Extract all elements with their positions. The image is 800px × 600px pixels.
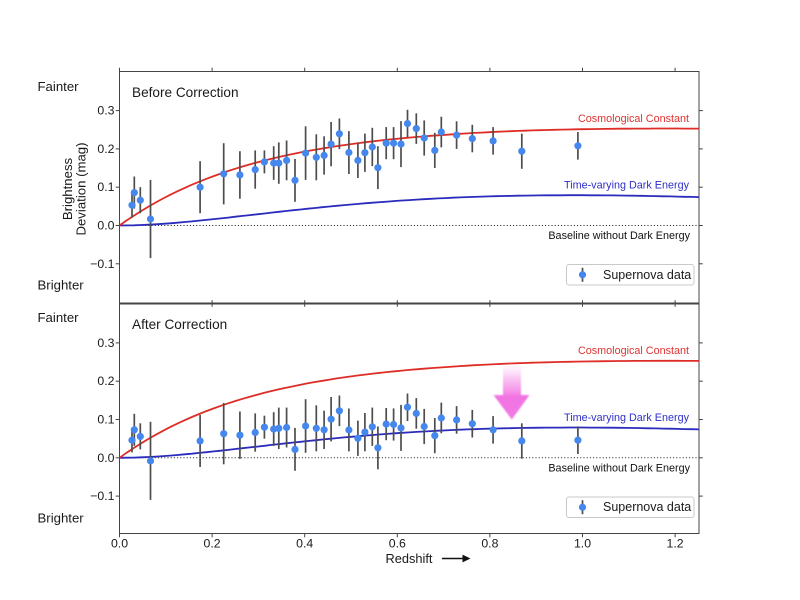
svg-text:Cosmological Constant: Cosmological Constant [578,345,689,357]
svg-text:Brightness: Brightness [60,157,75,220]
svg-text:Time-varying Dark Energy: Time-varying Dark Energy [564,180,690,192]
svg-text:Baseline without Dark Energy: Baseline without Dark Energy [548,462,690,474]
svg-text:0.0: 0.0 [97,219,114,233]
svg-text:Cosmological Constant: Cosmological Constant [578,113,689,125]
svg-text:Supernova data: Supernova data [603,500,691,514]
svg-text:Fainter: Fainter [38,310,80,325]
svg-text:0.6: 0.6 [389,537,406,551]
svg-text:0.4: 0.4 [296,537,313,551]
svg-text:0.2: 0.2 [97,374,114,388]
svg-text:1.0: 1.0 [574,537,591,551]
svg-text:0.3: 0.3 [97,104,114,118]
svg-text:−0.1: −0.1 [90,489,114,503]
svg-text:Fainter: Fainter [38,79,80,94]
svg-text:After Correction: After Correction [132,317,227,332]
svg-text:Brighter: Brighter [38,511,85,526]
svg-text:0.1: 0.1 [97,180,114,194]
svg-text:Before Correction: Before Correction [132,85,239,100]
svg-text:Deviation (mag): Deviation (mag) [74,142,89,235]
svg-text:−0.1: −0.1 [90,257,114,271]
svg-text:0.8: 0.8 [481,537,498,551]
svg-text:Redshift: Redshift [386,551,433,566]
svg-text:Brighter: Brighter [38,278,85,293]
svg-text:0.1: 0.1 [97,413,114,427]
svg-text:0.0: 0.0 [111,537,128,551]
svg-text:0.0: 0.0 [97,451,114,465]
svg-text:0.3: 0.3 [97,336,114,350]
svg-text:0.2: 0.2 [97,142,114,156]
svg-text:1.2: 1.2 [667,537,684,551]
svg-text:Supernova data: Supernova data [603,268,691,282]
svg-text:Time-varying Dark Energy: Time-varying Dark Energy [564,412,690,424]
svg-text:Baseline without Dark Energy: Baseline without Dark Energy [548,230,690,242]
svg-text:0.2: 0.2 [204,537,221,551]
